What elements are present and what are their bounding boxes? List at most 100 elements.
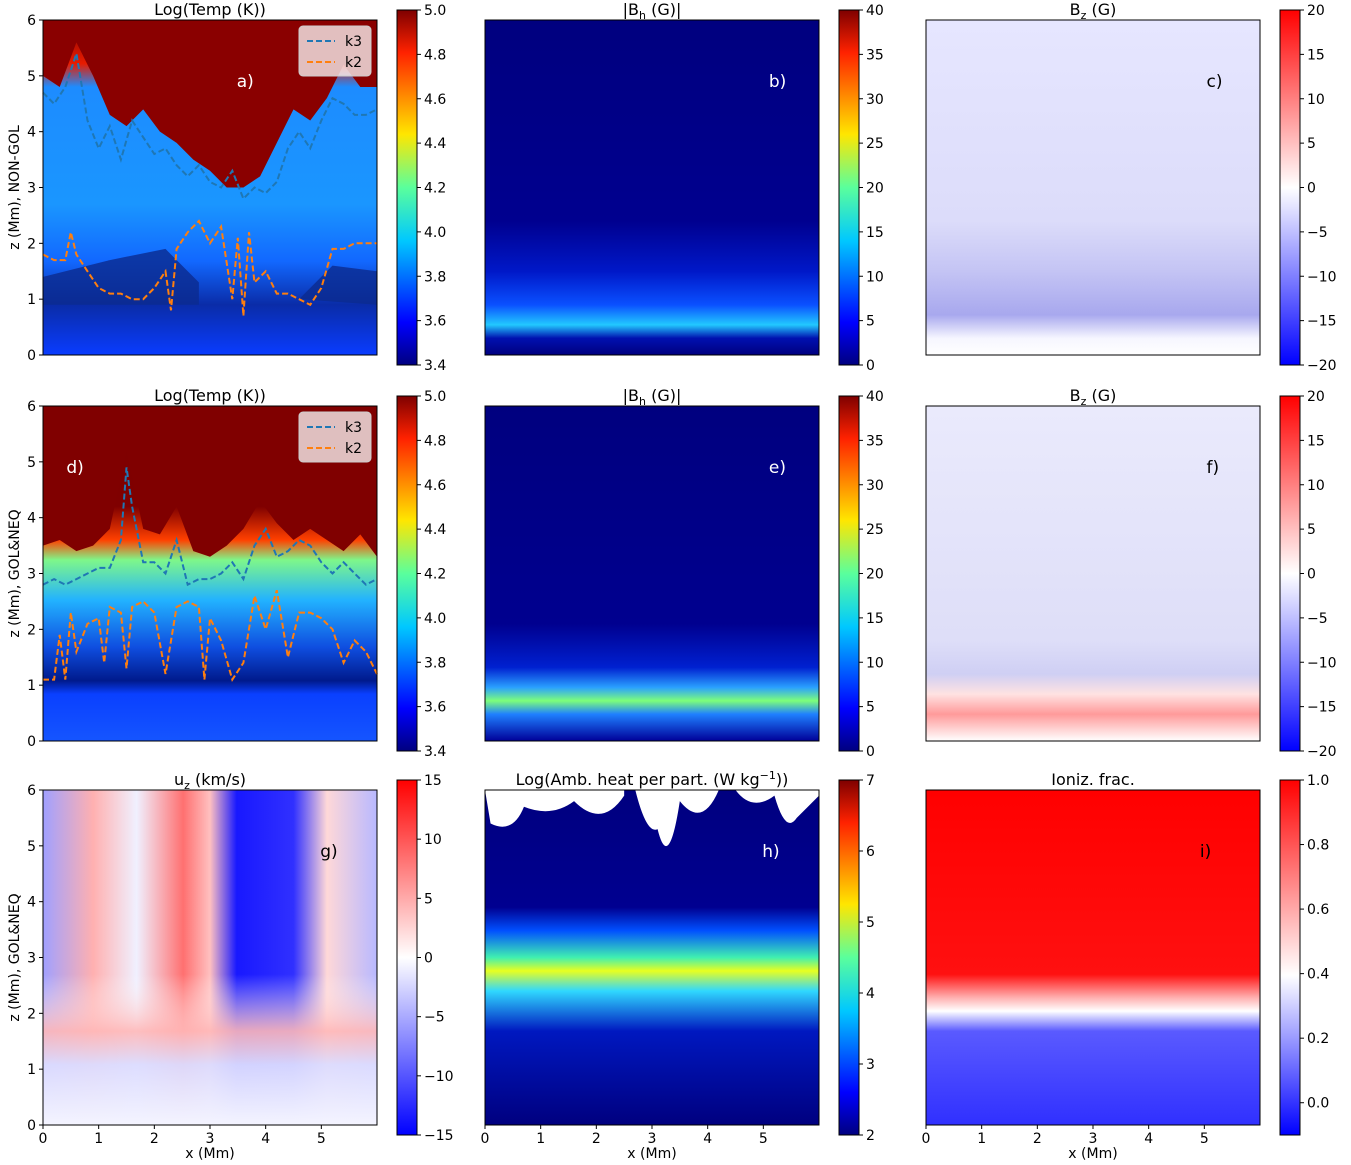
x-tick-label: 1	[977, 1131, 986, 1147]
colorbar-tick-label: 30	[866, 478, 884, 494]
axes-frame	[925, 405, 1261, 742]
colorbar-tick-label: 35	[866, 47, 884, 63]
hot-corona-region	[43, 20, 377, 188]
y-tick-label: 4	[27, 511, 36, 527]
colorbar-tick-label: 6	[866, 844, 875, 860]
x-tick-label: 0	[922, 1131, 931, 1147]
axes-frame	[484, 405, 820, 742]
colorbar	[1279, 395, 1301, 752]
y-tick-label: 5	[27, 69, 36, 85]
legend-label-k2: k2	[345, 55, 362, 71]
colorbar-tick-label: 0	[866, 358, 875, 374]
colorbar-tick-label: −10	[1307, 655, 1337, 671]
colorbar-tick-label: 3.4	[424, 358, 446, 374]
axes-frame	[484, 19, 820, 356]
panel-letter-label: c)	[1207, 72, 1223, 92]
colorbar-tick-label: −10	[424, 1069, 454, 1085]
colorbar-tick-label: 10	[424, 832, 442, 848]
y-tick-label: 2	[27, 622, 36, 638]
y-tick-label: 2	[27, 1006, 36, 1022]
panel-letter-label: f)	[1207, 458, 1220, 478]
y-tick-label: 3	[27, 951, 36, 967]
x-tick-label: 4	[261, 1131, 270, 1147]
colorbar-tick-label: 0.0	[1307, 1096, 1329, 1112]
y-tick-label: 5	[27, 839, 36, 855]
x-axis-label: x (Mm)	[185, 1146, 234, 1162]
y-tick-label: 6	[27, 783, 36, 799]
colorbar	[396, 9, 418, 366]
colorbar	[396, 395, 418, 752]
panel-title: Ioniz. frac.	[1051, 770, 1135, 789]
colorbar-tick-label: 5	[424, 891, 433, 907]
panel-title: Log(Temp (K))	[154, 386, 266, 405]
panel-title: uz (km/s)	[174, 770, 246, 792]
colorbar-tick-label: 4.4	[424, 136, 446, 152]
y-tick-label: 1	[27, 1062, 36, 1078]
cool-pocket-left	[43, 248, 199, 305]
x-tick-label: 1	[94, 1131, 103, 1147]
panel-e: |Bh (G)| e) 0 5 10 15 20 25 30 35 40	[484, 386, 884, 760]
colorbar-tick-label: 0	[424, 951, 433, 967]
colorbar-tick-label: 0.6	[1307, 902, 1329, 918]
y-tick-label: 0	[27, 734, 36, 750]
colorbar-tick-label: 4.2	[424, 567, 446, 583]
colorbar-tick-label: 4.0	[424, 611, 446, 627]
panel-d: Log(Temp (K)) d) 0 1 2 3 4 5 6 z (Mm), GOL&NEQ k3 k…	[7, 386, 446, 760]
colorbar	[1279, 9, 1301, 366]
colorbar-tick-label: 1.0	[1307, 773, 1329, 789]
colorbar-tick-label: −15	[1307, 700, 1337, 716]
panels-layer: Log(Temp (K)) a) 0 1 2 3 4 5 6 z (Mm), NON-GOL k3 k…	[7, 0, 1337, 1162]
y-tick-label: 6	[27, 13, 36, 29]
blank-region	[735, 790, 819, 823]
colorbar-tick-label: 4.4	[424, 522, 446, 538]
heatmap-lower-layer	[43, 790, 377, 1125]
legend-label-k2: k2	[345, 441, 362, 457]
colorbar-tick-label: 10	[866, 655, 884, 671]
series-line-k3	[42, 53, 378, 201]
colorbar-tick-label: 40	[866, 3, 884, 19]
panel-letter-label: b)	[769, 72, 786, 92]
x-tick-label: 5	[759, 1131, 768, 1147]
x-axis-label: x (Mm)	[1068, 1146, 1117, 1162]
colorbar	[396, 779, 418, 1136]
colorbar-tick-label: 0.4	[1307, 967, 1329, 983]
series-line-k2	[42, 219, 377, 316]
heatmap-field	[926, 790, 1260, 1125]
colorbar-tick-label: −15	[424, 1128, 454, 1144]
colorbar-tick-label: 0.8	[1307, 838, 1329, 854]
colorbar-tick-label: 3.8	[424, 655, 446, 671]
colorbar-tick-label: 5	[866, 915, 875, 931]
colorbar-tick-label: 10	[1307, 478, 1325, 494]
colorbar-tick-label: −15	[1307, 314, 1337, 330]
panel-letter-label: a)	[237, 72, 254, 92]
colorbar-tick-label: 3.4	[424, 744, 446, 760]
legend-label-k3: k3	[345, 420, 362, 436]
colorbar	[838, 9, 860, 366]
colorbar-tick-label: 40	[866, 389, 884, 405]
y-axis-label: z (Mm), NON-GOL	[7, 125, 23, 250]
colorbar-tick-label: 15	[424, 773, 442, 789]
colorbar-tick-label: 7	[866, 773, 875, 789]
colorbar	[838, 779, 860, 1136]
colorbar-tick-label: 3	[866, 1057, 875, 1073]
colorbar-tick-label: 3.8	[424, 269, 446, 285]
x-tick-label: 2	[150, 1131, 159, 1147]
panel-title: Bz (G)	[1070, 0, 1117, 22]
panel-b: |Bh (G)| b) 0 5 10 15 20 25 30 35 40	[484, 0, 884, 374]
x-tick-label: 3	[206, 1131, 215, 1147]
panel-f: Bz (G) f) −20 −15 −10 −5 0 5 10 15 20	[925, 386, 1337, 760]
series-line-k3	[42, 467, 378, 587]
panel-letter-label: i)	[1200, 842, 1211, 862]
colorbar-tick-label: −5	[1307, 611, 1328, 627]
x-tick-label: 3	[1089, 1131, 1098, 1147]
colorbar-tick-label: 20	[866, 567, 884, 583]
colorbar-tick-label: 5.0	[424, 389, 446, 405]
x-tick-label: 5	[1200, 1131, 1209, 1147]
colorbar-tick-label: 15	[866, 611, 884, 627]
panel-h: Log(Amb. heat per part. (W kg−1)) h) 0 1 2 3 4…	[481, 769, 875, 1162]
panel-a: Log(Temp (K)) a) 0 1 2 3 4 5 6 z (Mm), NON-GOL k3 k…	[7, 0, 446, 374]
panel-letter-label: g)	[320, 842, 337, 862]
blank-region	[635, 790, 719, 847]
colorbar-tick-label: 0.2	[1307, 1031, 1329, 1047]
